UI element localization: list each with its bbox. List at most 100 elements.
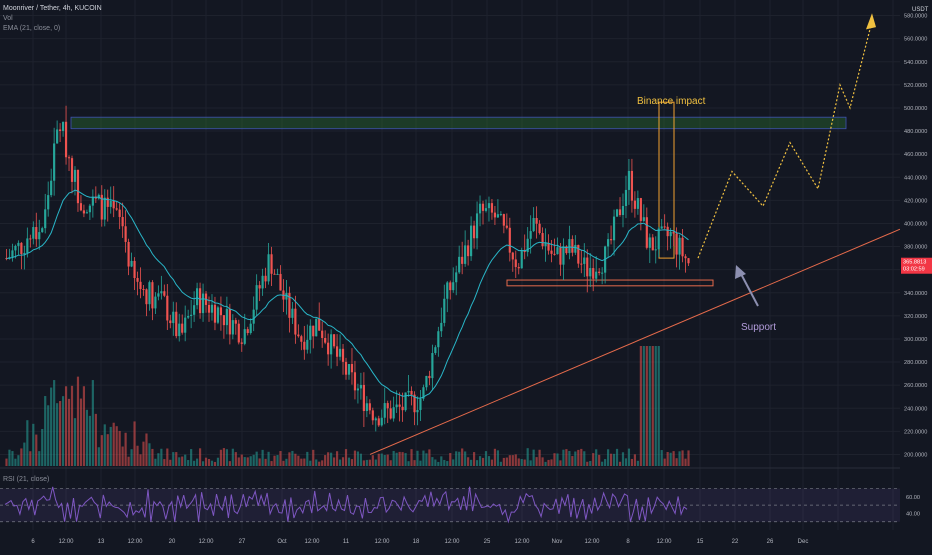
volume-bar — [333, 457, 336, 466]
volume-bar — [523, 459, 526, 466]
volume-bar — [642, 346, 645, 466]
volume-bar — [103, 424, 106, 466]
volume-bar — [14, 458, 17, 466]
volume-bar — [198, 448, 202, 466]
candle-body — [41, 228, 44, 233]
price-tick-label: 320.0000 — [904, 314, 927, 320]
volume-bar — [380, 453, 383, 466]
candle-body — [118, 209, 121, 217]
volume-bar — [580, 448, 583, 466]
volume-bar — [73, 418, 77, 466]
time-tick-label: 8 — [626, 539, 630, 545]
volume-bar — [383, 454, 386, 466]
candle-body — [201, 293, 205, 314]
volume-bar — [484, 451, 488, 466]
volume-bar — [589, 460, 592, 466]
support-label: Support — [741, 322, 776, 333]
candle-body — [496, 214, 499, 218]
volume-bar — [285, 458, 288, 466]
volume-bar — [490, 459, 494, 466]
candle-body — [556, 247, 559, 255]
volume-bar — [264, 458, 267, 466]
volume-bar — [17, 455, 20, 466]
candle-body — [112, 200, 115, 209]
volume-bar — [493, 448, 497, 466]
candle-body — [133, 260, 136, 279]
price-tick-label: 280.0000 — [904, 360, 927, 366]
volume-bar — [645, 346, 648, 466]
candle-body — [228, 308, 231, 335]
candle-body — [53, 143, 56, 181]
candle-body — [440, 322, 443, 332]
legend-rsi[interactable]: RSI (21, close) — [3, 476, 50, 483]
legend-symbol[interactable]: Moonriver / Tether, 4h, KUCOIN — [3, 5, 102, 12]
candle-body — [490, 203, 494, 213]
volume-bar — [434, 459, 437, 466]
candle-body — [455, 272, 458, 283]
time-tick-label: 15 — [697, 539, 704, 545]
volume-bar — [175, 452, 178, 466]
volume-bar — [246, 457, 249, 466]
legend-ema[interactable]: EMA (21, close, 0) — [3, 25, 61, 32]
candle-body — [23, 252, 26, 255]
legend-volume[interactable]: Vol — [3, 15, 13, 22]
candle-body — [666, 226, 669, 237]
time-tick-label: 12:00 — [584, 539, 600, 545]
volume-bar — [371, 455, 374, 466]
volume-bar — [213, 461, 217, 466]
volume-bar — [255, 451, 258, 466]
candle-body — [481, 203, 485, 211]
candle-body — [472, 225, 476, 239]
candle-body — [526, 238, 529, 253]
candle-body — [565, 246, 568, 254]
volume-bar — [598, 454, 601, 466]
candle-body — [487, 203, 491, 209]
volume-bar — [196, 458, 199, 466]
volume-bar — [97, 447, 100, 466]
candle-body — [464, 245, 467, 264]
candle-body — [505, 225, 508, 228]
volume-bar — [440, 456, 443, 466]
candle-body — [20, 242, 23, 255]
binance-highlight — [658, 101, 675, 259]
last-price-value: 365.8813 — [903, 260, 926, 266]
volume-bar — [419, 460, 422, 466]
volume-bar — [496, 450, 499, 466]
candle-body — [344, 361, 348, 375]
candle-body — [321, 330, 324, 338]
volume-bar — [306, 451, 309, 466]
volume-bar — [499, 461, 502, 466]
candle-body — [184, 317, 187, 333]
candle-body — [368, 403, 371, 411]
volume-bar — [630, 458, 634, 466]
volume-bar — [636, 460, 639, 466]
candle-body — [151, 282, 154, 309]
volume-bar — [136, 445, 139, 466]
candle-body — [166, 295, 169, 321]
time-tick-label: 12:00 — [127, 539, 143, 545]
candle-body — [121, 216, 124, 227]
volume-bar — [100, 435, 103, 466]
candle-body — [350, 364, 354, 373]
candle-body — [145, 289, 148, 305]
volume-bar — [181, 456, 184, 466]
volume-bar — [109, 426, 112, 466]
candle-body — [130, 260, 133, 267]
candle-body — [654, 249, 657, 251]
time-tick-label: 12:00 — [444, 539, 460, 545]
candle-body — [470, 225, 473, 257]
volume-bar — [583, 451, 586, 466]
candle-body — [630, 170, 634, 201]
candle-body — [416, 410, 419, 413]
candle-body — [76, 169, 80, 204]
volume-bar — [377, 453, 380, 466]
candle-body — [312, 325, 315, 337]
binance-label: Binance impact — [637, 96, 706, 107]
volume-bar — [687, 450, 690, 466]
candle-body — [353, 372, 357, 391]
candle-body — [338, 348, 342, 357]
volume-bar — [327, 452, 330, 466]
volume-bar — [601, 461, 604, 466]
